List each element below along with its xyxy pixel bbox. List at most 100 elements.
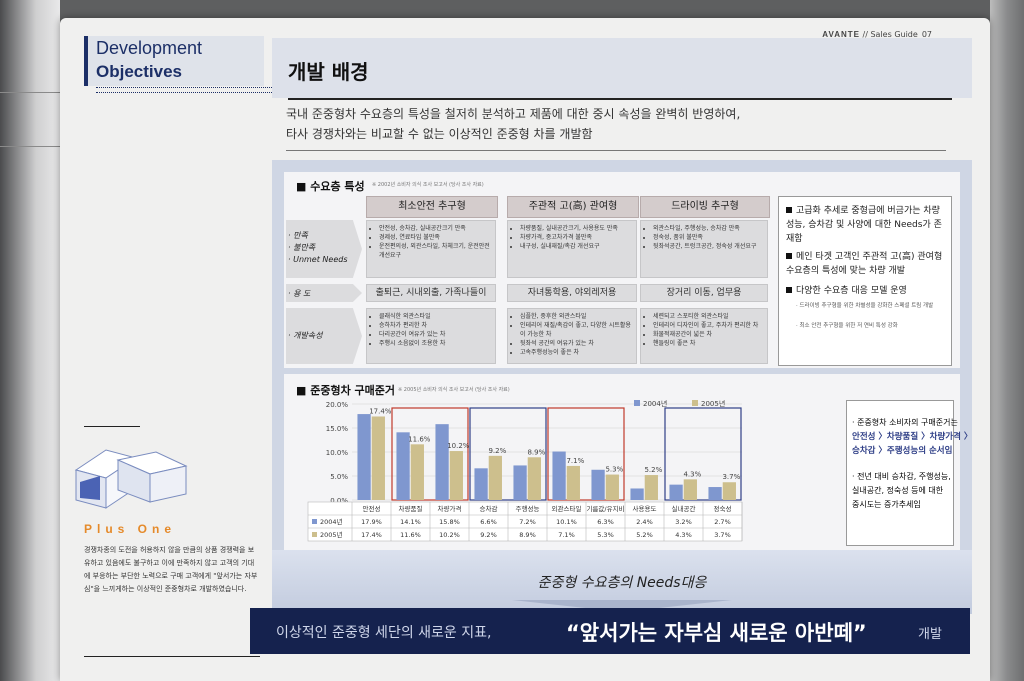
summary-point: 다양한 수요층 대응 모델 운영 bbox=[786, 284, 946, 298]
x-tick-label: 주행성능 bbox=[516, 504, 540, 513]
data-label: 4.3% bbox=[683, 470, 701, 478]
page-title: 개발 배경 bbox=[288, 60, 369, 84]
column-header: 주관적 고(高) 관여형 bbox=[507, 196, 639, 218]
highlight-frame bbox=[469, 407, 547, 501]
section-heading: Development Objectives bbox=[84, 36, 276, 93]
bar-2004 bbox=[630, 488, 644, 500]
summary-line: 중시도는 증가추세임 bbox=[852, 500, 921, 509]
bar-2004 bbox=[669, 484, 683, 500]
table-value-2005: 5.2% bbox=[636, 531, 653, 539]
row-label-tag bbox=[286, 308, 362, 364]
column-header: 최소안전 추구형 bbox=[366, 196, 498, 218]
brochure-page: AVANTE // Sales Guide_07 Development Obj… bbox=[60, 18, 990, 681]
table-value-2004: 2.7% bbox=[714, 518, 731, 526]
x-tick-label: 승차감 bbox=[480, 504, 498, 513]
legend-label: 2004년 bbox=[643, 399, 667, 408]
heading-line2: Objectives bbox=[96, 62, 182, 81]
bar-2004 bbox=[396, 432, 410, 500]
y-tick-label: 15.0% bbox=[326, 425, 349, 433]
summary-line: 실내공간, 정숙성 등에 대한 bbox=[852, 486, 944, 495]
x-tick-label: 외관스타일 bbox=[552, 504, 582, 513]
slogan-main: “앞서가는 자부심 새로운 아반떼” bbox=[566, 621, 867, 645]
page-number: 07 bbox=[921, 30, 932, 39]
purchase-criteria-chart: 20.0% 15.0% 10.0% 5.0% 0.0% 17.4% 11.6% 10.2% 9.… bbox=[307, 399, 743, 542]
summary-line: 안전성 〉차량품질 〉차량가격 〉 bbox=[852, 432, 973, 442]
bar-2005 bbox=[371, 416, 385, 500]
y-tick-label: 10.0% bbox=[326, 449, 349, 457]
bar-2005 bbox=[449, 451, 463, 500]
y-tick-label: 5.0% bbox=[330, 473, 348, 481]
table-value-2004: 14.1% bbox=[400, 518, 421, 526]
table-swatch bbox=[312, 532, 317, 537]
bar-2005 bbox=[527, 457, 541, 500]
needs-text: 준중형 수요층의 Needs대응 bbox=[537, 575, 707, 591]
section-title: ■ 준중형차 구매준거 bbox=[296, 384, 396, 397]
source-note: ※ 2005년 소비자 의식 조사 보고서 (당사 조사 자료) bbox=[398, 387, 510, 393]
page-header: AVANTE // Sales Guide_07 bbox=[822, 30, 932, 39]
content-panel: ■ 수요층 특성 ※ 2002년 소비자 의식 조사 보고서 (당사 조사 자료… bbox=[272, 160, 972, 600]
bar-2005 bbox=[605, 474, 619, 500]
bar-2004 bbox=[435, 424, 449, 500]
intro-line: 타사 경쟁차와는 비교할 수 없는 이상적인 준중형 차를 개발함 bbox=[286, 127, 593, 141]
left-page-edge bbox=[0, 0, 60, 681]
section-title: ■ 수요층 특성 bbox=[296, 180, 365, 193]
data-label: 10.2% bbox=[447, 442, 470, 450]
x-tick-label: 사용용도 bbox=[633, 504, 657, 513]
slogan-intro: 이상적인 준중형 세단의 새로운 지표, bbox=[276, 625, 492, 641]
bar-2005 bbox=[410, 444, 424, 500]
y-tick-label: 0.0% bbox=[330, 497, 348, 505]
intro-line: 국내 준중형차 수요층의 특성을 철저히 분석하고 제품에 대한 중시 속성을 … bbox=[286, 107, 741, 121]
table-value-2005: 10.2% bbox=[439, 531, 460, 539]
sidebar: Plus One 경쟁차종의 도전을 허용하지 않을 만큼의 상품 경쟁력을 보… bbox=[84, 18, 260, 681]
purchase-summary-box bbox=[846, 400, 954, 546]
x-tick-label: 차량품질 bbox=[399, 504, 423, 513]
bar-2004 bbox=[357, 414, 371, 500]
bullet-icon bbox=[786, 207, 792, 213]
divider bbox=[286, 150, 946, 151]
bar-2005 bbox=[488, 455, 502, 500]
legend-swatch bbox=[692, 400, 698, 406]
table-value-2004: 10.1% bbox=[556, 518, 577, 526]
title-bar: 개발 배경 bbox=[272, 38, 972, 100]
data-label: 3.7% bbox=[722, 473, 740, 481]
table-value-2005: 4.3% bbox=[675, 531, 692, 539]
satisfaction-cell: 외관스타일, 주행성능, 승차감 만족정숙성, 품위 불만족뒷좌석공간, 트렁크… bbox=[640, 220, 768, 278]
bar-2005 bbox=[722, 482, 736, 500]
summary-point: 메인 타겟 고객인 주관적 고(高) 관여형 수요층의 특성에 맞는 차량 개발 bbox=[786, 252, 943, 276]
sub-point: · 드라이빙 추구형을 위한 차별성을 강화한 스페셜 트림 개발 bbox=[796, 303, 934, 309]
sub-point: · 최소 안전 추구형을 위한 저 연비 특성 강화 bbox=[796, 323, 898, 329]
row-label-tag bbox=[286, 284, 362, 302]
highlight-frame bbox=[547, 407, 625, 501]
use-cell: 장거리 이동, 업무용 bbox=[640, 284, 768, 302]
table-value-2005: 8.9% bbox=[519, 531, 536, 539]
data-label: 8.9% bbox=[527, 448, 545, 456]
satisfaction-cell: 차량품질, 실내공간크기, 사용용도 만족차량가격, 중고차가격 불만족내구성,… bbox=[507, 220, 637, 278]
x-tick-label: 안전성 bbox=[363, 504, 381, 513]
table-value-2004: 6.3% bbox=[597, 518, 614, 526]
attr-cell: 심플한, 중후한 외관스타일인테리어 재질/촉감이 좋고, 다양한 시트활용이 … bbox=[507, 308, 637, 364]
bar-2004 bbox=[591, 469, 605, 500]
bar-2004 bbox=[552, 451, 566, 500]
table-value-2004: 7.2% bbox=[519, 518, 536, 526]
data-label: 11.6% bbox=[408, 435, 431, 443]
data-label: 17.4% bbox=[369, 407, 392, 415]
intro-text: 국내 준중형차 수요층의 특성을 철저히 분석하고 제품에 대한 중시 속성을 … bbox=[286, 104, 966, 144]
x-tick-label: 정숙성 bbox=[714, 504, 732, 513]
x-tick-label: 실내공간 bbox=[672, 504, 696, 513]
attr-cell: 클래식한 외관스타일승하차가 편리한 차다리공간이 여유가 있는 차주행시 소음… bbox=[366, 308, 496, 364]
guide-label: // Sales Guide_ bbox=[862, 30, 922, 39]
slogan-banner: 이상적인 준중형 세단의 새로운 지표, “앞서가는 자부심 새로운 아반떼” … bbox=[250, 608, 970, 654]
use-cell: 자녀통학용, 야외레저용 bbox=[507, 284, 637, 302]
bar-2005 bbox=[683, 479, 697, 500]
right-page-edge bbox=[990, 0, 1024, 681]
slogan-end: 개발 bbox=[918, 627, 942, 642]
table-value-2004: 6.6% bbox=[480, 518, 497, 526]
needs-band: 준중형 수요층의 Needs대응 bbox=[272, 550, 972, 614]
plus-one-title: Plus One bbox=[84, 522, 177, 536]
summary-line: 승차감 〉주행성능의 순서임 bbox=[852, 446, 953, 456]
highlight-frame bbox=[664, 407, 742, 501]
summary-line: · 전년 대비 승차감, 주행성능, bbox=[852, 472, 951, 481]
x-tick-label: 기름값/유지비 bbox=[586, 504, 624, 513]
row-label-attr: · 개발속성 bbox=[288, 331, 323, 340]
data-label: 5.3% bbox=[605, 466, 623, 474]
